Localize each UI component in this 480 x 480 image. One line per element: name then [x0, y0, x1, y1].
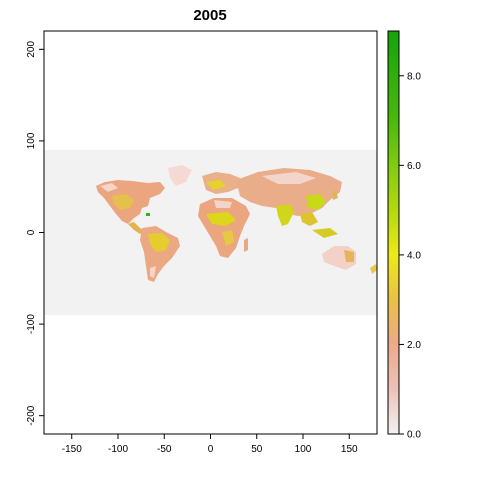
colorbar-tick-label: 0.0	[407, 430, 421, 441]
x-tick-label: -150	[62, 444, 82, 455]
colorbar-axis: 0.0 2.0 4.0 6.0 8.0	[399, 71, 421, 441]
x-tick-label: -100	[108, 444, 128, 455]
x-tick-label: 50	[251, 444, 263, 455]
chart-title: 2005	[193, 7, 227, 24]
x-tick-label: 0	[208, 444, 214, 455]
y-tick-label: -100	[26, 314, 37, 334]
y-axis: -200 -100 0 100 200	[26, 41, 44, 426]
land-southeast-asia	[300, 212, 318, 226]
y-tick-label: -200	[26, 405, 37, 425]
y-tick-label: 100	[26, 132, 37, 149]
land-masses	[96, 165, 377, 282]
x-tick-label: 100	[295, 444, 312, 455]
colorbar-tick-label: 8.0	[407, 71, 421, 82]
y-tick-label: 0	[26, 229, 37, 235]
colorbar	[387, 30, 400, 435]
x-tick-label: -50	[157, 444, 172, 455]
colorbar-tick-label: 2.0	[407, 340, 421, 351]
x-axis: -150 -100 -50 0 50 100 150	[62, 434, 358, 455]
colorbar-tick-label: 6.0	[407, 161, 421, 172]
x-tick-label: 150	[341, 444, 358, 455]
land-greenland	[168, 165, 192, 186]
colorbar-tick-label: 4.0	[407, 250, 421, 261]
land-india	[276, 204, 294, 226]
y-tick-label: 200	[26, 41, 37, 58]
land-africa	[198, 198, 250, 258]
